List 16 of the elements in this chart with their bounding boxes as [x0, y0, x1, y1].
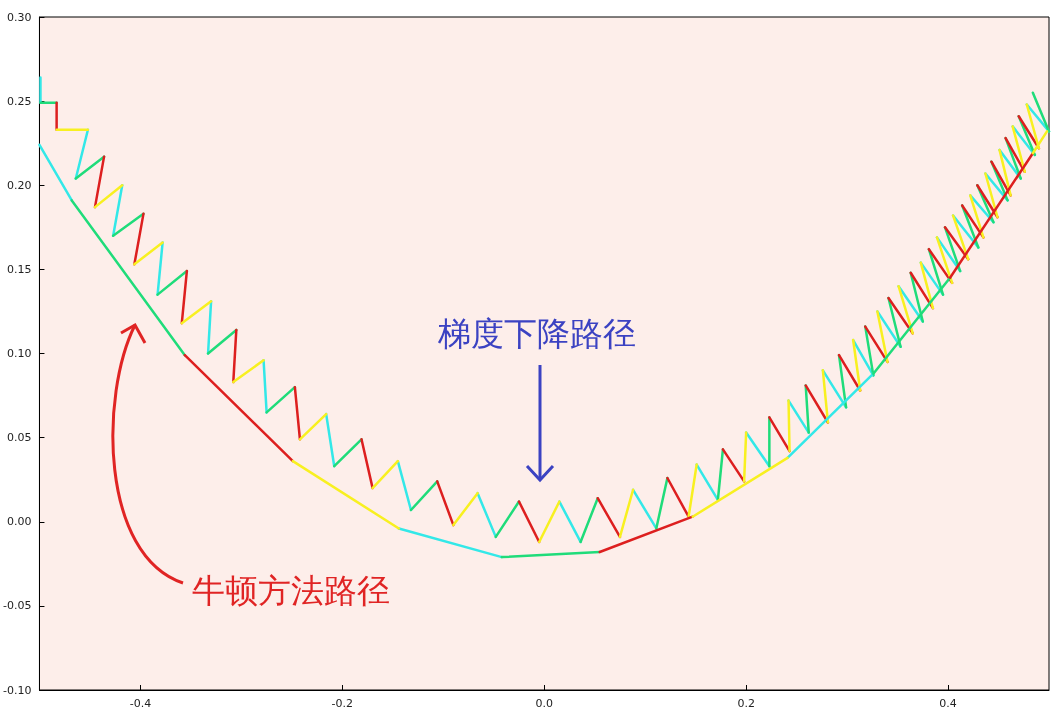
x-tick-label: -0.2 [331, 697, 354, 710]
y-tick-label: -0.05 [2, 599, 32, 613]
annotation: 牛顿方法路径 [192, 571, 390, 610]
y-tick-label: 0.15 [6, 262, 32, 276]
y-tick-label: 0.20 [6, 178, 32, 192]
y-tick-label: 0.30 [6, 10, 32, 24]
x-tick-label: 0.4 [939, 697, 957, 710]
y-tick-label: 0.05 [6, 431, 32, 445]
y-tick-label: 0.25 [6, 94, 32, 108]
y-tick-label: -0.10 [2, 683, 32, 697]
y-tick-label: 0.10 [6, 347, 32, 360]
x-tick-label: 0.2 [737, 697, 755, 710]
x-tick-label: 0.0 [535, 697, 553, 710]
annotation: 梯度下降路径 [437, 314, 636, 353]
y-tick-label: 0.00 [6, 515, 32, 529]
x-tick-label: -0.4 [129, 697, 152, 710]
